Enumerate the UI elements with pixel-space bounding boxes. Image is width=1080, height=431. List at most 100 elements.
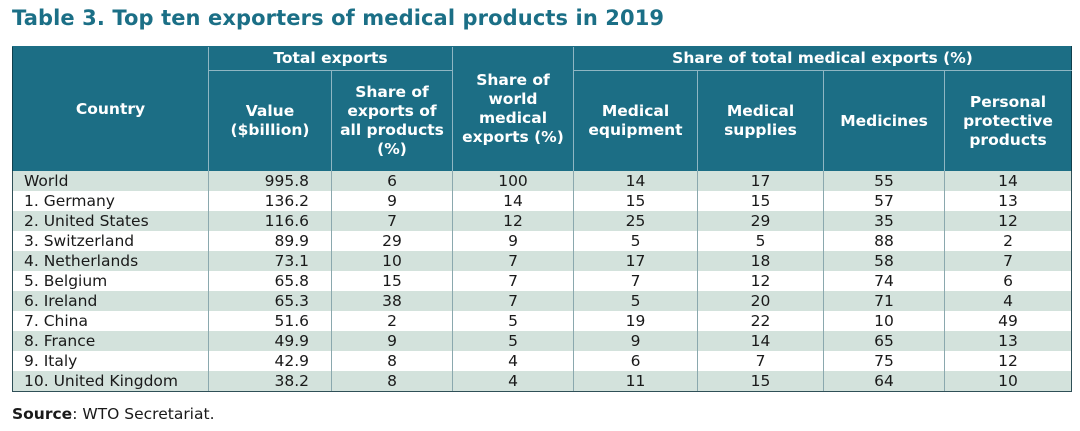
cell-value: 51.6 <box>208 311 332 331</box>
cell-medical-equipment: 11 <box>573 371 698 392</box>
cell-share-all-products: 9 <box>331 191 453 211</box>
cell-country: 8. France <box>12 331 209 351</box>
cell-medicines: 71 <box>823 291 945 311</box>
cell-medicines: 58 <box>823 251 945 271</box>
cell-share-world-medical: 9 <box>452 231 574 251</box>
cell-value: 89.9 <box>208 231 332 251</box>
source-text: : WTO Secretariat. <box>72 405 215 423</box>
cell-country: 9. Italy <box>12 351 209 371</box>
cell-share-world-medical: 14 <box>452 191 574 211</box>
header-total-exports: Total exports <box>208 46 453 71</box>
cell-ppe: 13 <box>943 331 1073 351</box>
cell-medical-supplies: 7 <box>697 351 824 371</box>
table-row: 1. Germany 136.2 9 14 15 15 57 13 <box>12 191 1073 211</box>
cell-share-world-medical: 12 <box>452 211 574 231</box>
cell-medical-supplies: 17 <box>697 171 824 191</box>
cell-ppe: 14 <box>943 171 1073 191</box>
cell-medicines: 55 <box>823 171 945 191</box>
cell-share-world-medical: 7 <box>452 271 574 291</box>
cell-medical-supplies: 15 <box>697 371 824 392</box>
cell-medical-supplies: 18 <box>697 251 824 271</box>
cell-medical-supplies: 29 <box>697 211 824 231</box>
cell-share-world-medical: 5 <box>452 311 574 331</box>
table-row: 2. United States 116.6 7 12 25 29 35 12 <box>12 211 1073 231</box>
cell-medicines: 88 <box>823 231 945 251</box>
cell-medical-equipment: 5 <box>573 291 698 311</box>
cell-ppe: 13 <box>943 191 1073 211</box>
cell-medicines: 10 <box>823 311 945 331</box>
cell-ppe: 49 <box>943 311 1073 331</box>
cell-value: 73.1 <box>208 251 332 271</box>
cell-share-all-products: 8 <box>331 351 453 371</box>
header-share-total-medical: Share of total medical exports (%) <box>572 46 1073 71</box>
cell-share-all-products: 38 <box>331 291 453 311</box>
cell-value: 65.8 <box>208 271 332 291</box>
cell-medical-supplies: 5 <box>697 231 824 251</box>
table-header: Country Total exports Share of world med… <box>12 46 1073 171</box>
table-row: 4. Netherlands 73.1 10 7 17 18 58 7 <box>12 251 1073 271</box>
cell-medical-equipment: 5 <box>573 231 698 251</box>
cell-country: 3. Switzerland <box>12 231 209 251</box>
table-row: 3. Switzerland 89.9 29 9 5 5 88 2 <box>12 231 1073 251</box>
table-row: 9. Italy 42.9 8 4 6 7 75 12 <box>12 351 1073 371</box>
cell-value: 995.8 <box>208 171 332 191</box>
cell-ppe: 12 <box>943 211 1073 231</box>
header-medical-supplies: Medical supplies <box>697 70 824 171</box>
header-country: Country <box>12 46 209 171</box>
cell-share-world-medical: 7 <box>452 291 574 311</box>
header-medical-equipment: Medical equipment <box>573 70 698 171</box>
cell-share-world-medical: 5 <box>452 331 574 351</box>
cell-medicines: 57 <box>823 191 945 211</box>
cell-share-all-products: 15 <box>331 271 453 291</box>
cell-value: 42.9 <box>208 351 332 371</box>
cell-country: 2. United States <box>12 211 209 231</box>
cell-value: 49.9 <box>208 331 332 351</box>
cell-value: 136.2 <box>208 191 332 211</box>
cell-value: 116.6 <box>208 211 332 231</box>
cell-medical-supplies: 20 <box>697 291 824 311</box>
header-share-world-medical: Share of world medical exports (%) <box>452 46 574 171</box>
cell-value: 65.3 <box>208 291 332 311</box>
cell-medical-equipment: 14 <box>573 171 698 191</box>
exporters-table: Country Total exports Share of world med… <box>12 46 1073 392</box>
cell-share-world-medical: 4 <box>452 371 574 392</box>
cell-medical-supplies: 15 <box>697 191 824 211</box>
cell-country: 5. Belgium <box>12 271 209 291</box>
cell-share-world-medical: 4 <box>452 351 574 371</box>
cell-medical-supplies: 22 <box>697 311 824 331</box>
cell-medical-equipment: 15 <box>573 191 698 211</box>
source-note: Source: WTO Secretariat. <box>12 405 215 423</box>
table-title: Table 3. Top ten exporters of medical pr… <box>12 6 665 30</box>
cell-share-world-medical: 7 <box>452 251 574 271</box>
cell-share-all-products: 2 <box>331 311 453 331</box>
table-body: World 995.8 6 100 14 17 55 14 1. Germany 136.2 9 14… <box>12 171 1073 392</box>
cell-medicines: 64 <box>823 371 945 392</box>
cell-medical-supplies: 12 <box>697 271 824 291</box>
header-ppe: Personal protective products <box>943 70 1073 171</box>
cell-medical-equipment: 17 <box>573 251 698 271</box>
cell-share-world-medical: 100 <box>452 171 574 191</box>
table-row: 6. Ireland 65.3 38 7 5 20 71 4 <box>12 291 1073 311</box>
cell-ppe: 7 <box>943 251 1073 271</box>
table-row: 8. France 49.9 9 5 9 14 65 13 <box>12 331 1073 351</box>
table-row: 7. China 51.6 2 5 19 22 10 49 <box>12 311 1073 331</box>
source-label: Source <box>12 405 73 423</box>
header-medicines: Medicines <box>823 70 945 171</box>
cell-medical-equipment: 9 <box>573 331 698 351</box>
cell-medical-supplies: 14 <box>697 331 824 351</box>
cell-ppe: 2 <box>943 231 1073 251</box>
cell-medicines: 75 <box>823 351 945 371</box>
cell-share-all-products: 9 <box>331 331 453 351</box>
cell-country: 6. Ireland <box>12 291 209 311</box>
cell-country: World <box>12 171 209 191</box>
table-row: World 995.8 6 100 14 17 55 14 <box>12 171 1073 191</box>
cell-share-all-products: 10 <box>331 251 453 271</box>
cell-share-all-products: 8 <box>331 371 453 392</box>
table-row: 10. United Kingdom 38.2 8 4 11 15 64 10 <box>12 371 1073 392</box>
table-row: 5. Belgium 65.8 15 7 7 12 74 6 <box>12 271 1073 291</box>
cell-medical-equipment: 19 <box>573 311 698 331</box>
header-share-all-products: Share of exports of all products (%) <box>331 70 453 171</box>
cell-share-all-products: 7 <box>331 211 453 231</box>
cell-share-all-products: 6 <box>331 171 453 191</box>
